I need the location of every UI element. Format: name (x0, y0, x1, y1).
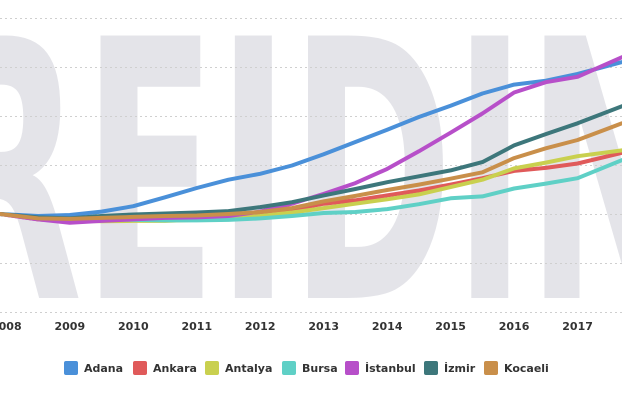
legend-label: Bursa (302, 362, 338, 375)
watermark: REIDIN (0, 0, 622, 383)
x-tick-label: 2014 (372, 320, 403, 333)
legend-swatch (64, 361, 78, 375)
series-lines (0, 55, 622, 225)
legend-label: İzmir (444, 361, 476, 375)
x-axis-ticks: 2008 2009 2010 2011 2012 2013 2014 2015 2016 2017 (0, 320, 593, 333)
legend-label: Kocaeli (504, 362, 549, 375)
legend: Adana Ankara Antalya Bursa İstanbul İzmir Koca… (64, 361, 549, 375)
x-tick-label: 2012 (245, 320, 276, 333)
legend-label: Adana (84, 362, 123, 375)
x-tick-label: 2010 (118, 320, 149, 333)
x-tick-label: 2015 (435, 320, 466, 333)
legend-item[interactable]: Kocaeli (484, 361, 549, 375)
legend-label: Ankara (153, 362, 197, 375)
x-tick-label: 2013 (308, 320, 339, 333)
legend-item[interactable]: Bursa (282, 361, 338, 375)
series-line-6 (0, 121, 622, 221)
legend-label: İstanbul (365, 361, 416, 375)
legend-swatch (133, 361, 147, 375)
watermark-text: REIDIN (0, 0, 622, 383)
legend-item[interactable]: Ankara (133, 361, 197, 375)
legend-swatch (424, 361, 438, 375)
legend-item[interactable]: Antalya (205, 361, 272, 375)
legend-item[interactable]: İstanbul (345, 361, 416, 375)
x-tick-label: 2017 (562, 320, 593, 333)
legend-item[interactable]: Adana (64, 361, 123, 375)
legend-label: Antalya (225, 362, 272, 375)
legend-swatch (205, 361, 219, 375)
x-tick-label: 2009 (54, 320, 85, 333)
legend-swatch (282, 361, 296, 375)
x-tick-label: 2011 (181, 320, 212, 333)
series-line-0 (0, 60, 622, 218)
legend-swatch (345, 361, 359, 375)
x-tick-label: 2008 (0, 320, 22, 333)
legend-item[interactable]: İzmir (424, 361, 476, 375)
legend-swatch (484, 361, 498, 375)
x-tick-label: 2016 (499, 320, 530, 333)
